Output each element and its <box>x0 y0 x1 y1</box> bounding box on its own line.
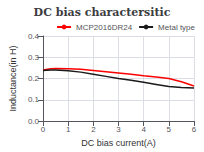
svg-text:5: 5 <box>167 125 172 134</box>
svg-text:3: 3 <box>116 125 121 134</box>
svg-text:DC bias charactersitic: DC bias charactersitic <box>34 6 171 19</box>
svg-text:0.4: 0.4 <box>28 32 40 41</box>
svg-text:Inductance(in H): Inductance(in H) <box>8 45 18 111</box>
svg-text:0.2: 0.2 <box>28 74 40 83</box>
svg-text:Metal type: Metal type <box>158 23 195 32</box>
svg-text:0: 0 <box>41 125 46 134</box>
svg-text:1: 1 <box>66 125 71 134</box>
svg-text:0.0: 0.0 <box>28 117 40 126</box>
svg-text:0.1: 0.1 <box>28 95 40 104</box>
svg-text:6: 6 <box>192 125 197 134</box>
svg-text:MCP2016DR24: MCP2016DR24 <box>76 23 133 32</box>
svg-text:0.3: 0.3 <box>28 53 40 62</box>
svg-text:2: 2 <box>91 125 96 134</box>
svg-text:DC bias current(A): DC bias current(A) <box>81 138 156 148</box>
svg-text:4: 4 <box>141 125 146 134</box>
